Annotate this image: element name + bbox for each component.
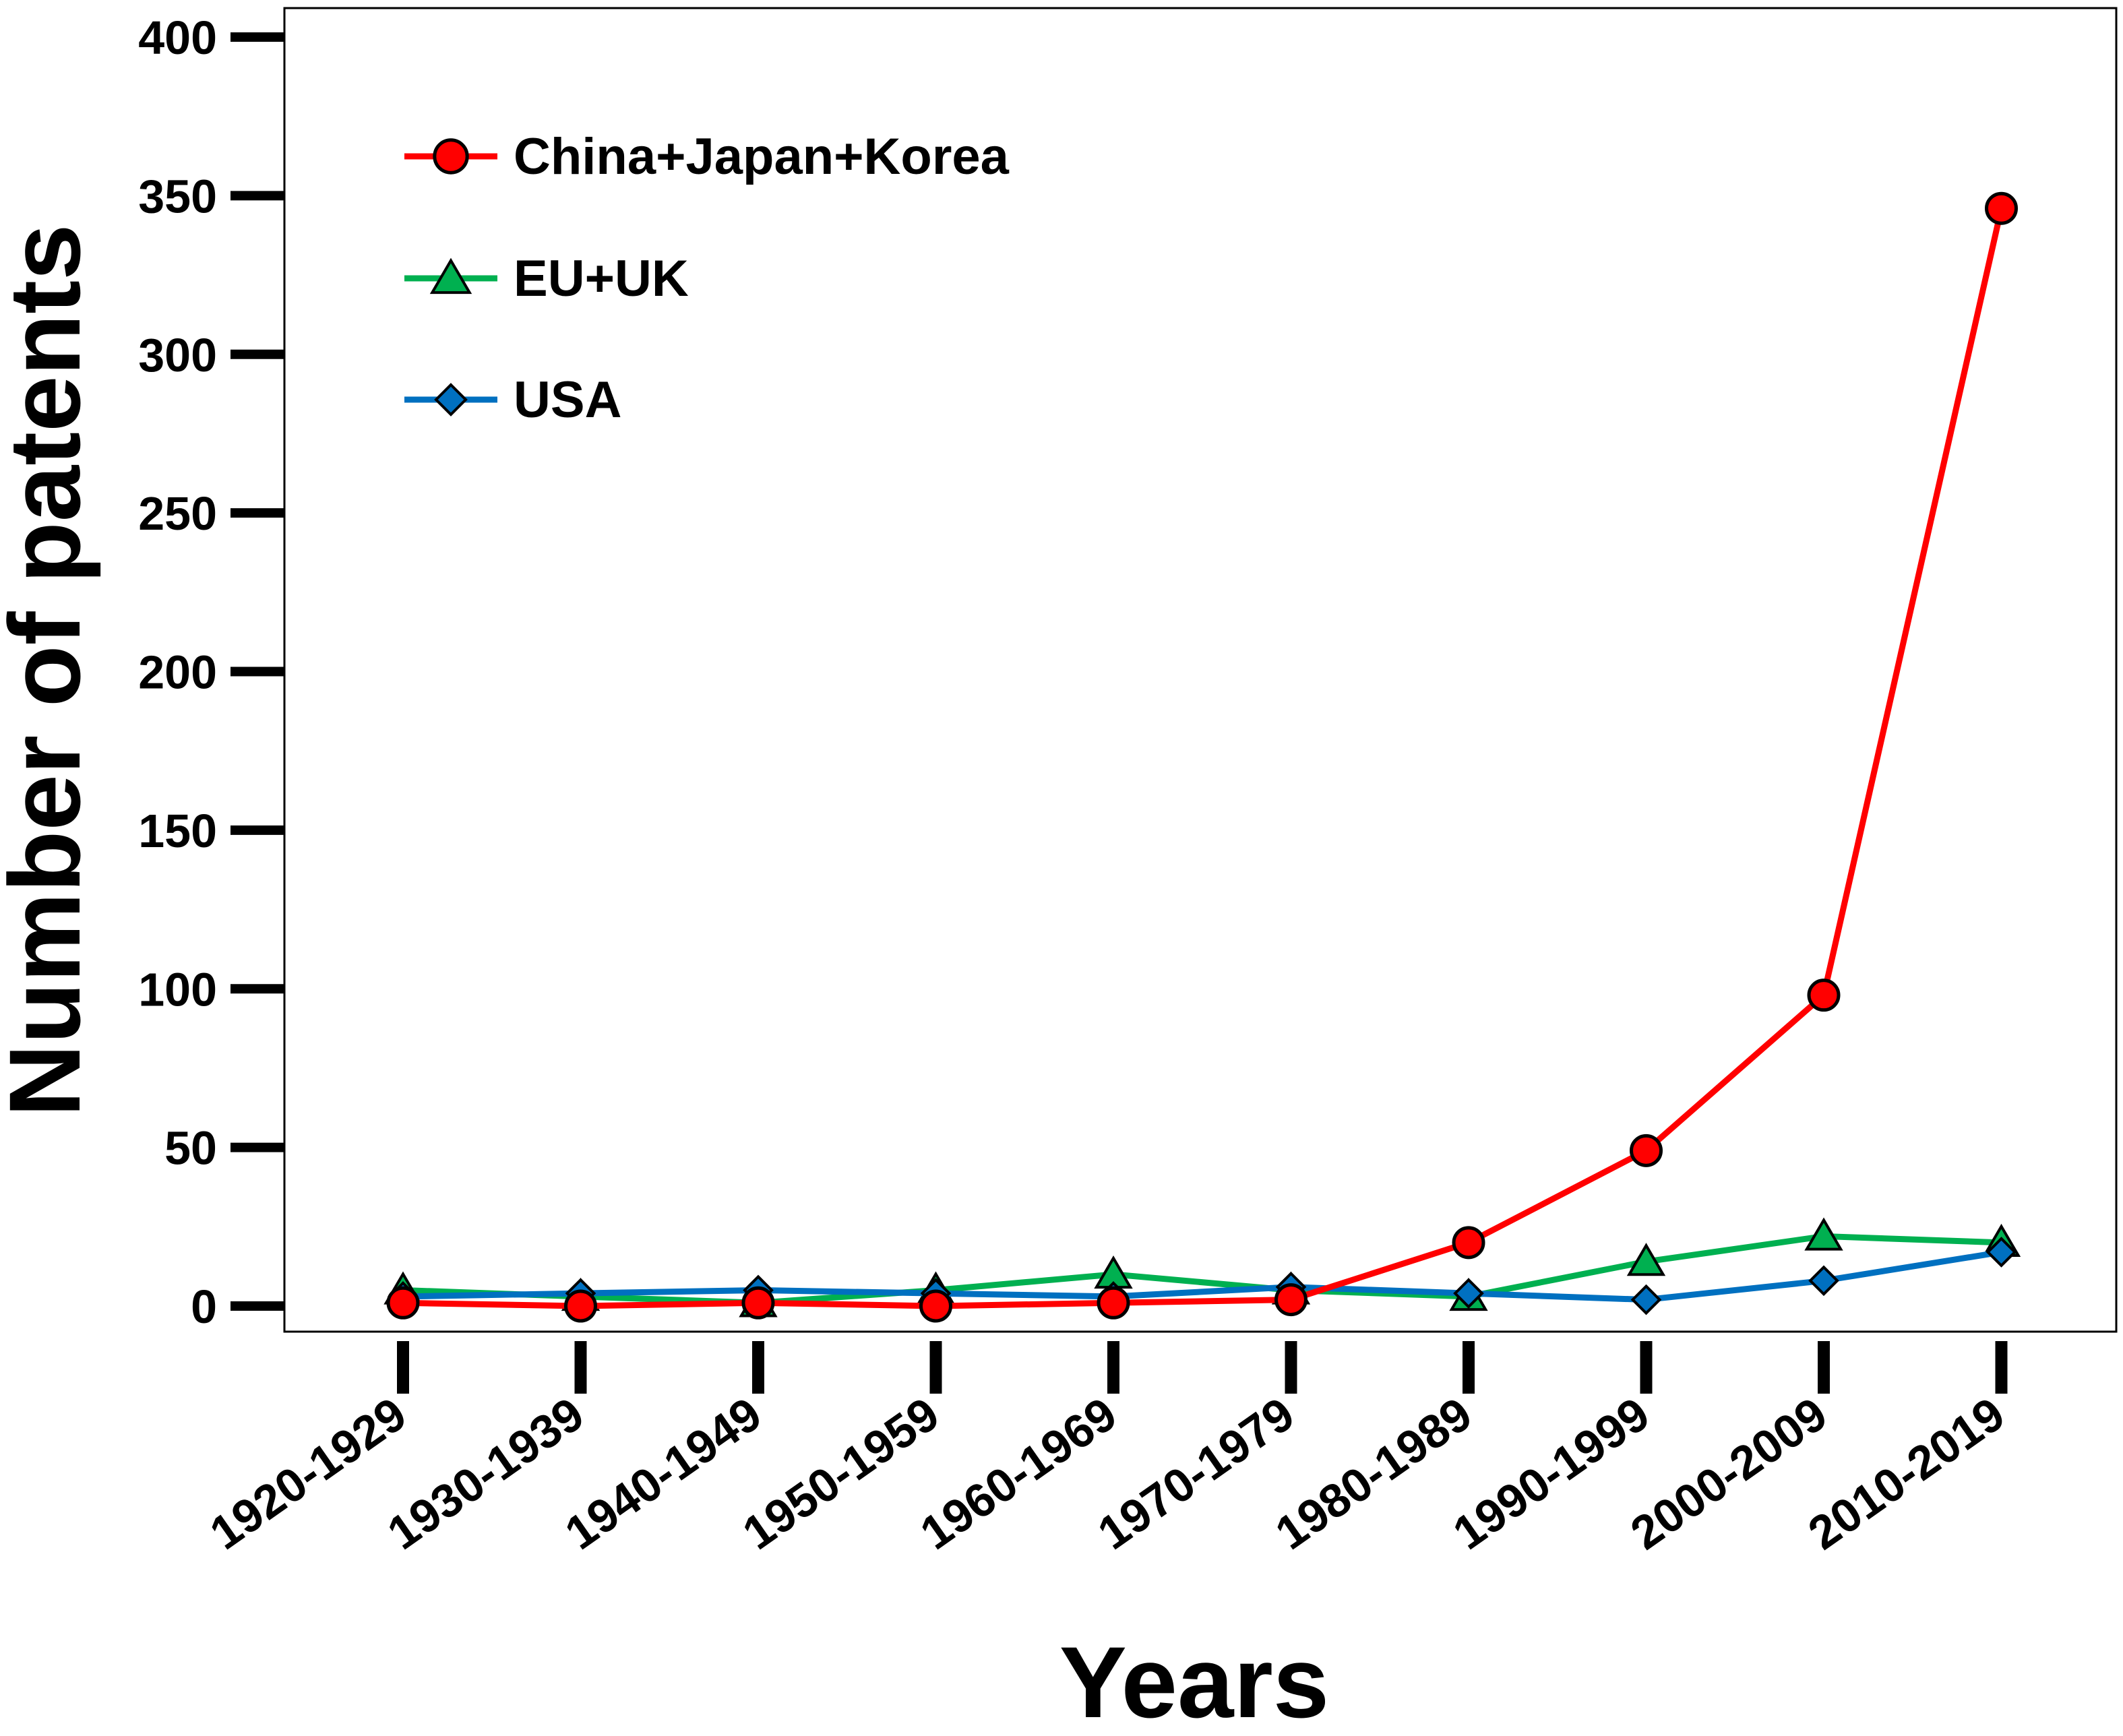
legend-marker: [433, 138, 469, 175]
data-point: [1626, 1243, 1666, 1276]
series-line: [402, 1233, 2002, 1306]
y-axis: 0 50 100 150 200 250 300 350 400: [138, 11, 284, 1333]
data-point: [1986, 1237, 2017, 1268]
data-point: [919, 1289, 952, 1323]
y-tick-label: 300: [138, 329, 217, 381]
x-axis: 1920-19291930-19391940-19491950-19591960…: [201, 1341, 2014, 1559]
legend-label: USA: [514, 371, 621, 429]
data-point: [1985, 191, 2018, 225]
x-tick-label: 2010-2019: [1799, 1387, 2014, 1559]
legend-label: China+Japan+Korea: [514, 128, 1010, 185]
data-point: [1804, 1217, 1843, 1251]
x-tick-label: 1990-1999: [1444, 1387, 1659, 1559]
y-tick-label: 150: [138, 805, 217, 857]
plot-area-frame: [283, 7, 2118, 1333]
data-point: [1630, 1134, 1663, 1167]
x-tick-label: 2000-2009: [1622, 1387, 1837, 1559]
legend-marker: [434, 383, 468, 416]
data-point: [564, 1289, 597, 1323]
x-tick-label: 1930-1939: [378, 1387, 593, 1559]
data-point: [1630, 1284, 1662, 1315]
series-line: [402, 1249, 2002, 1303]
series-line: [402, 208, 2004, 1309]
data-point: [1274, 1283, 1307, 1317]
data-point: [1097, 1286, 1130, 1320]
x-tick-label: 1920-1929: [201, 1387, 416, 1559]
legend-entry: EU+UK: [404, 250, 689, 307]
x-tick-label: 1960-1969: [911, 1387, 1126, 1559]
legend: China+Japan+Korea EU+UK USA: [404, 128, 1010, 429]
y-tick-label: 0: [191, 1280, 217, 1333]
legend-entry: China+Japan+Korea: [404, 128, 1010, 185]
legend-entry: USA: [404, 371, 621, 429]
y-tick-label: 100: [138, 963, 217, 1016]
y-axis-title: Number of patents: [0, 224, 101, 1117]
data-point: [1452, 1226, 1485, 1260]
x-tick-label: 1980-1989: [1266, 1387, 1481, 1559]
data-point: [1453, 1278, 1484, 1309]
y-tick-label: 50: [164, 1122, 217, 1175]
data-point: [1808, 1265, 1839, 1297]
legend-label: EU+UK: [514, 250, 689, 307]
data-point: [386, 1286, 420, 1320]
data-point: [1807, 979, 1841, 1012]
y-tick-label: 200: [138, 646, 217, 699]
y-tick-label: 350: [138, 170, 217, 222]
series-china-japan-korea: [386, 191, 2018, 1323]
x-tick-label: 1950-1959: [733, 1387, 948, 1559]
y-tick-label: 250: [138, 487, 217, 540]
legend-marker: [429, 257, 472, 294]
x-axis-title: Years: [1059, 1625, 1329, 1733]
x-tick-label: 1970-1979: [1088, 1387, 1303, 1559]
x-tick-label: 1940-1949: [556, 1387, 771, 1559]
y-tick-label: 400: [138, 11, 217, 64]
series-layer: [383, 191, 2021, 1323]
data-point: [741, 1286, 775, 1320]
